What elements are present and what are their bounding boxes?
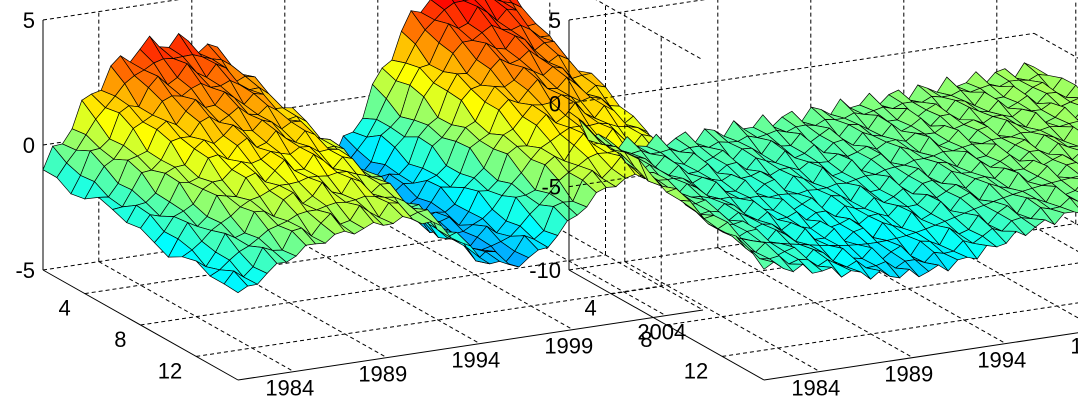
y-tick-label: 8 [114,327,126,352]
grid-line [42,0,180,21]
x-axis-line [237,309,704,381]
grid-line [1034,0,1078,60]
y-tick-label: 4 [585,296,597,321]
grid-line [284,233,481,345]
grid-line [140,254,606,326]
grid-line [610,223,1076,295]
surface [568,62,1078,280]
z-tick-label: -5 [15,258,35,283]
surface-cell [223,270,249,294]
x-axis-line [763,332,1078,381]
y-tick-label: 12 [158,358,182,383]
y-tick-label: 8 [640,327,652,352]
x-tick-label: 1999 [544,334,593,359]
x-tick-label: 1984 [265,376,314,401]
surface-cell [1071,153,1078,165]
grid-line [1033,32,1078,59]
x-tick-label: 1989 [358,362,407,387]
z-tick-label: 5 [23,8,35,33]
grid-line [568,0,706,21]
y-axis-line [568,269,765,381]
grid-line [1033,199,1078,226]
grid-line [98,261,295,373]
y-tick-label: 4 [59,296,71,321]
grid-line [568,32,1035,104]
z-tick-label: -10 [529,258,561,283]
grid-line [377,219,574,331]
x-tick-label: 1984 [791,376,840,401]
surface-cell [1069,98,1078,106]
z-tick-label: 0 [549,91,561,116]
x-tick-label: 1994 [451,348,500,373]
grid-line [624,261,821,373]
surface [42,0,704,294]
grid-line [722,302,1078,357]
y-axis-line [42,269,239,381]
y-tick-label: 12 [684,358,708,383]
grid-line [666,262,1078,326]
x-tick-label: 1989 [884,362,933,387]
z-tick-label: 5 [549,8,561,33]
x-tick-label: 1999 [1070,334,1078,359]
surface-cell [749,249,775,270]
z-tick-label: -5 [541,175,561,200]
grid-line [84,223,550,295]
grid-line [196,285,662,357]
x-tick-label: 1994 [977,348,1026,373]
grid-line [568,199,1035,271]
grid-line [42,199,509,271]
z-tick-label: 0 [23,133,35,158]
grid-line [717,247,914,359]
